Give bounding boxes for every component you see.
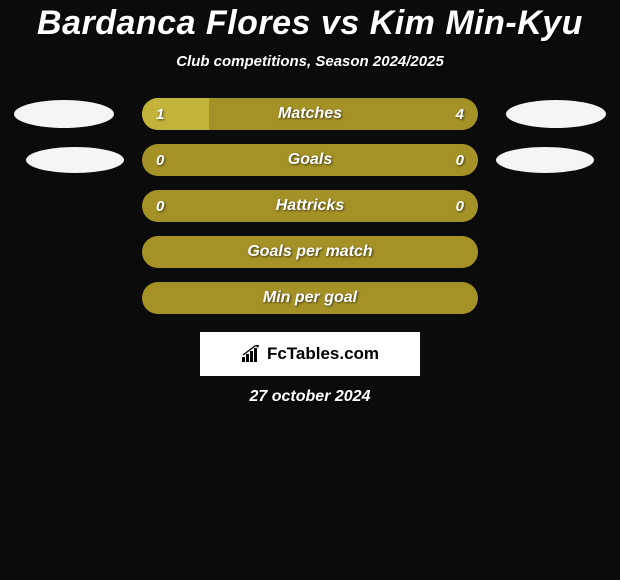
stat-label: Hattricks	[142, 190, 478, 222]
page-title: Bardanca Flores vs Kim Min-Kyu	[37, 4, 583, 43]
page-subtitle: Club competitions, Season 2024/2025	[176, 53, 444, 70]
stat-value-left: 0	[156, 144, 164, 176]
date-text: 27 october 2024	[250, 388, 371, 406]
player-left-marker	[26, 147, 124, 173]
stat-rows-container: Matches14Goals00Hattricks00Goals per mat…	[4, 98, 616, 328]
stat-value-right: 0	[456, 190, 464, 222]
stat-label: Goals per match	[142, 236, 478, 268]
stat-row: Hattricks0 0	[4, 190, 616, 222]
stat-row: Matches1 4	[4, 98, 616, 130]
stat-label: Goals	[142, 144, 478, 176]
stat-bar: Min per goal	[142, 282, 478, 314]
chart-icon	[241, 345, 263, 363]
stat-row: Goals0 0	[4, 144, 616, 176]
stat-value-left: 1	[156, 98, 164, 130]
stat-bar: Matches1 4	[142, 98, 478, 130]
stat-value-right: 4	[456, 98, 464, 130]
stat-value-right: 0	[456, 144, 464, 176]
stat-label: Min per goal	[142, 282, 478, 314]
stat-value-left: 0	[156, 190, 164, 222]
stat-row: Goals per match	[4, 236, 616, 268]
logo: FcTables.com	[241, 344, 379, 364]
stat-row: Min per goal	[4, 282, 616, 314]
stat-bar: Hattricks0 0	[142, 190, 478, 222]
comparison-infographic: Bardanca Flores vs Kim Min-Kyu Club comp…	[0, 0, 620, 580]
player-right-marker	[506, 100, 606, 128]
stat-bar: Goals0 0	[142, 144, 478, 176]
stat-bar: Goals per match	[142, 236, 478, 268]
player-left-marker	[14, 100, 114, 128]
stat-label: Matches	[142, 98, 478, 130]
logo-box: FcTables.com	[200, 332, 420, 376]
player-right-marker	[496, 147, 594, 173]
logo-text: FcTables.com	[267, 344, 379, 364]
